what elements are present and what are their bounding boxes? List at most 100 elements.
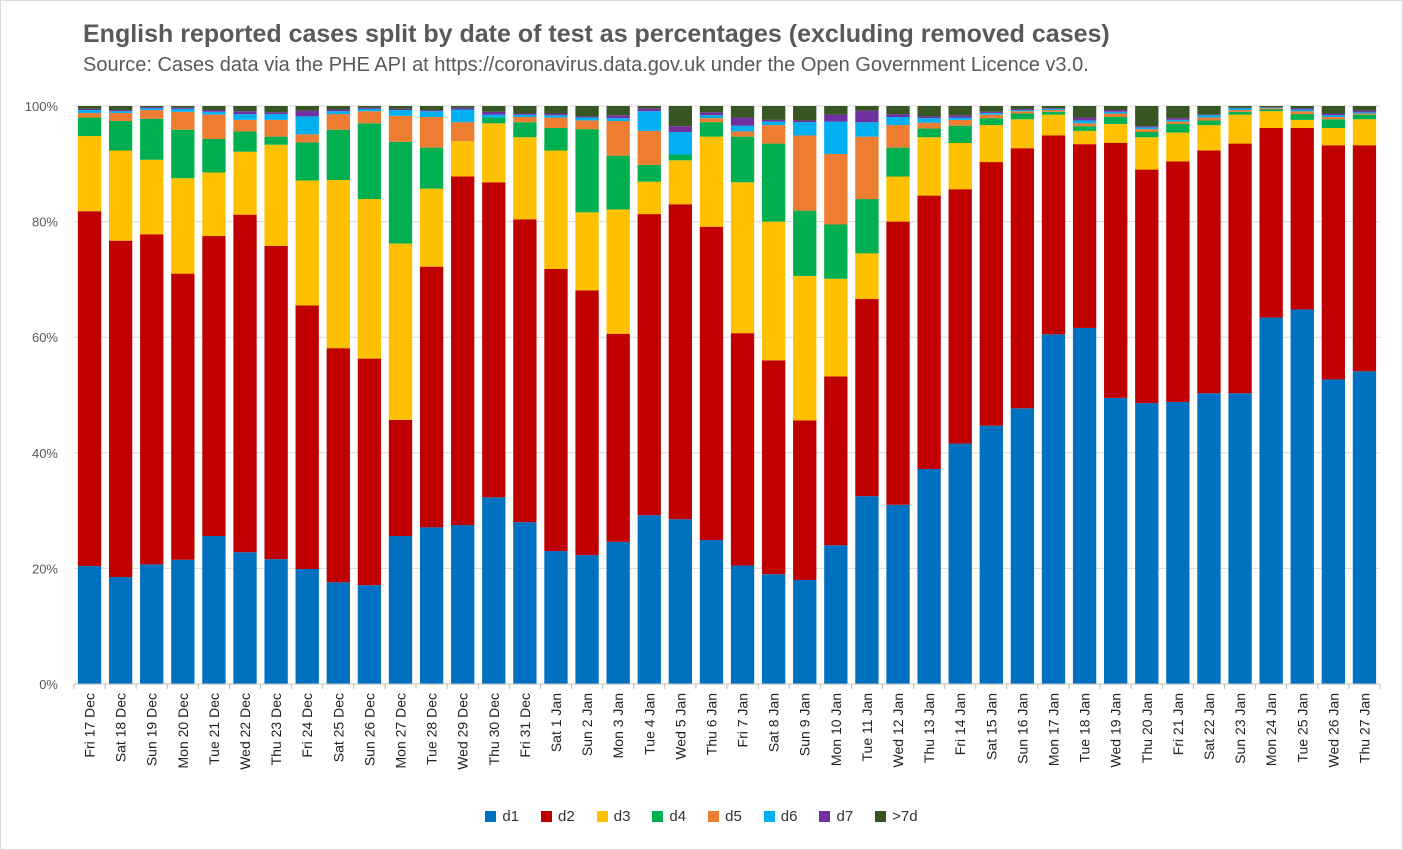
bar-segment-d7 <box>1228 107 1252 109</box>
bar-segment-d1 <box>1197 393 1221 684</box>
bar-segment-d5 <box>855 136 879 200</box>
x-tick-label: Sun 23 Jan <box>1232 693 1248 764</box>
x-tick-label: Mon 10 Jan <box>828 693 844 766</box>
bar-segment-d1 <box>886 504 910 684</box>
bar-segment-gt7d <box>637 106 661 109</box>
bar-segment-d6 <box>1072 120 1097 124</box>
bar-segment-d7 <box>1352 110 1377 113</box>
x-tick-label: Wed 22 Dec <box>237 693 253 770</box>
bar-segment-d4 <box>1135 132 1159 138</box>
bar-segment-d7 <box>451 107 475 110</box>
bar-segment-d4 <box>1166 123 1190 133</box>
bar-segment-d3 <box>699 136 724 227</box>
bar-segment-d3 <box>1352 119 1377 146</box>
bar-segment-d2 <box>1352 145 1377 372</box>
bar-segment-d1 <box>482 497 506 684</box>
bar-segment-d6 <box>388 110 413 116</box>
bar-segment-d5 <box>1197 117 1221 121</box>
bar-segment-d1 <box>699 540 724 684</box>
chart-subtitle: Source: Cases data via the PHE API at ht… <box>83 54 1089 76</box>
bar-segment-d3 <box>730 182 755 334</box>
bar-segment-d1 <box>419 527 444 684</box>
bar-segment-d1 <box>357 585 382 684</box>
x-tick-label: Thu 13 Jan <box>921 693 937 763</box>
bar-segment-d3 <box>295 180 319 306</box>
bar-segment-d5 <box>1290 111 1314 115</box>
bar-segment-d2 <box>668 204 693 520</box>
bar-segment-d7 <box>1197 114 1221 116</box>
bar-segment-d6 <box>77 110 102 113</box>
bar-segment-d4 <box>761 143 786 222</box>
legend-label: d7 <box>836 808 854 825</box>
bar-segment-gt7d <box>171 106 195 108</box>
bar-segment-d5 <box>264 119 288 137</box>
bar-segment-d4 <box>202 138 226 173</box>
y-tick-label: 20% <box>32 561 58 576</box>
bar-segment-gt7d <box>855 106 879 111</box>
bar-segment-d7 <box>544 113 568 116</box>
bar-segment-d4 <box>699 122 724 137</box>
bar-segment-d4 <box>1072 126 1097 131</box>
bar-segment-d6 <box>264 114 288 120</box>
bar-segment-d2 <box>1135 169 1159 404</box>
bar-segment-d1 <box>1166 401 1190 684</box>
bar-segment-gt7d <box>730 106 755 118</box>
bar-segment-d4 <box>886 147 910 177</box>
x-tick-label: Thu 27 Jan <box>1356 693 1372 763</box>
x-tick-label: Sat 15 Jan <box>983 693 999 760</box>
bar-segment-d1 <box>855 496 879 684</box>
bar-segment-d3 <box>451 141 475 177</box>
bar-segment-d5 <box>1041 110 1066 112</box>
bar-segment-d2 <box>171 273 195 560</box>
x-tick-label: Sat 1 Jan <box>548 693 564 752</box>
bar-segment-d2 <box>1228 143 1252 394</box>
bar-segment-d6 <box>637 111 661 131</box>
x-tick-label: Wed 26 Jan <box>1325 693 1341 767</box>
bar-segment-d1 <box>140 564 164 684</box>
legend-label: d1 <box>502 808 520 825</box>
bar-segment-d1 <box>1321 379 1346 684</box>
bar-segment-d7 <box>575 116 599 118</box>
bar-segment-d3 <box>544 150 568 269</box>
bar-segment-d3 <box>108 150 133 241</box>
x-tick-label: Mon 3 Jan <box>610 693 626 758</box>
bar-segment-d1 <box>295 568 319 684</box>
bar-segment-gt7d <box>793 106 817 121</box>
bar-segment-d3 <box>1135 137 1159 170</box>
bar-segment-d7 <box>979 111 1003 113</box>
bar-segment-d3 <box>233 151 257 215</box>
bar-segment-d6 <box>1166 119 1190 122</box>
x-tick-label: Sun 9 Jan <box>797 693 813 756</box>
bar-segment-d2 <box>326 348 350 583</box>
bar-segment-d5 <box>419 116 444 148</box>
bar-segment-d1 <box>171 559 195 684</box>
bar-segment-d1 <box>917 468 941 684</box>
bar-segment-d6 <box>171 108 195 112</box>
x-tick-label: Tue 11 Jan <box>859 693 875 762</box>
bar-segment-d2 <box>77 211 102 567</box>
bar-segment-d6 <box>202 111 226 115</box>
bar-segment-d7 <box>1010 108 1035 111</box>
bar-segment-d5 <box>637 130 661 165</box>
bar-segment-gt7d <box>544 106 568 114</box>
bar-segment-gt7d <box>1197 106 1221 115</box>
bar-segment-d2 <box>1197 150 1221 394</box>
x-tick-label: Fri 21 Jan <box>1170 693 1186 755</box>
bar-segment-gt7d <box>451 106 475 108</box>
bar-segment-d1 <box>1290 309 1314 684</box>
bar-segment-d7 <box>1259 107 1283 108</box>
bar-segment-d4 <box>1228 111 1252 115</box>
bar-segment-d2 <box>513 219 537 523</box>
bar-segment-d5 <box>699 118 724 123</box>
legend-label: d3 <box>613 808 631 825</box>
bar-segment-d5 <box>948 119 972 126</box>
bar-segment-d7 <box>606 115 630 119</box>
bar-segment-d1 <box>979 425 1003 684</box>
bar-segment-d3 <box>1041 114 1066 136</box>
bar-segment-d7 <box>730 117 755 126</box>
bar-segment-d3 <box>668 160 693 205</box>
bar-segment-d5 <box>979 114 1003 119</box>
bar-segment-d4 <box>544 127 568 151</box>
bar-segment-d3 <box>824 278 848 377</box>
bar-segment-d4 <box>77 117 102 137</box>
